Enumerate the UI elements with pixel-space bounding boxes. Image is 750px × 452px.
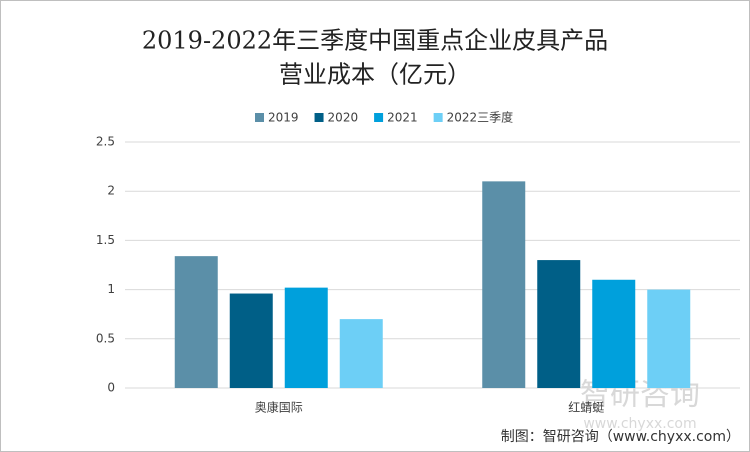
bar — [174, 256, 218, 388]
y-tick-label: 2.5 — [96, 135, 115, 149]
y-tick-label: 2 — [107, 184, 115, 198]
legend-swatch — [314, 113, 324, 122]
bar — [537, 260, 581, 388]
watermark: www.chyxx.com — [583, 416, 696, 432]
bar — [284, 287, 328, 388]
bar — [482, 181, 526, 388]
x-tick-label: 奥康国际 — [255, 400, 303, 415]
y-tick-label: 0.5 — [96, 331, 115, 345]
y-tick-label: 0 — [107, 381, 115, 395]
legend-swatch — [255, 113, 264, 122]
bar — [339, 319, 383, 388]
legend-label: 2022三季度 — [447, 110, 514, 125]
y-tick-label: 1 — [107, 282, 115, 296]
x-tick-label: 红蜻蜓 — [568, 400, 604, 415]
legend-label: 2019 — [268, 111, 299, 125]
chart-title: 2019-2022年三季度中国重点企业皮具产品 — [142, 27, 608, 55]
legend-swatch — [433, 113, 443, 122]
legend-label: 2021 — [387, 111, 418, 125]
y-tick-label: 1.5 — [96, 233, 115, 247]
chart-title: 营业成本（亿元） — [279, 61, 471, 89]
legend-swatch — [374, 113, 384, 122]
bar — [229, 293, 273, 388]
bar — [592, 279, 636, 388]
bar — [647, 289, 691, 388]
legend-label: 2020 — [328, 111, 359, 125]
source-note: 制图：智研咨询（www.chyxx.com） — [501, 429, 740, 445]
